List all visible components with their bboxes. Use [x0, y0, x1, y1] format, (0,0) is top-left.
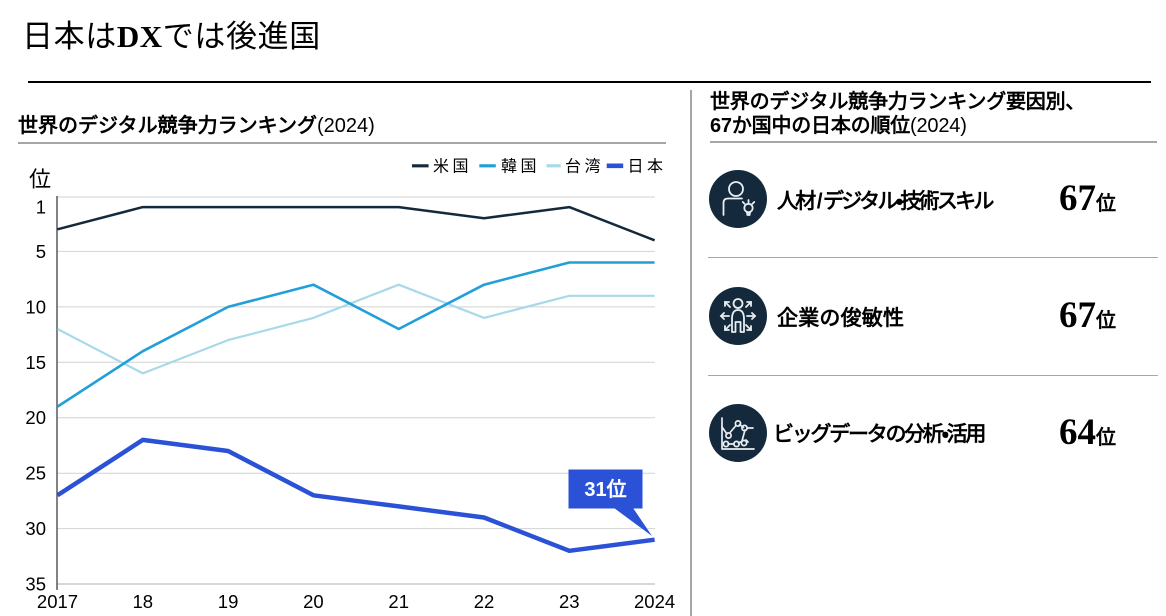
svg-text:22: 22 [474, 591, 495, 612]
svg-text:31位: 31位 [584, 477, 626, 501]
svg-text:5: 5 [36, 241, 46, 262]
svg-text:35: 35 [25, 574, 46, 595]
svg-text:米国: 米国 [433, 158, 472, 176]
svg-text:韓国: 韓国 [501, 158, 540, 176]
svg-text:日本: 日本 [628, 158, 667, 176]
svg-text:10: 10 [25, 296, 46, 317]
svg-text:21: 21 [388, 591, 409, 612]
svg-text:2017: 2017 [37, 591, 78, 612]
svg-text:25: 25 [25, 463, 46, 484]
svg-text:15: 15 [25, 352, 46, 373]
svg-text:18: 18 [133, 591, 154, 612]
svg-text:30: 30 [25, 518, 46, 539]
svg-text:19: 19 [218, 591, 239, 612]
svg-text:2024: 2024 [634, 591, 675, 612]
svg-text:1: 1 [36, 197, 46, 218]
svg-text:23: 23 [559, 591, 580, 612]
svg-text:台湾: 台湾 [565, 158, 604, 176]
svg-text:位: 位 [29, 167, 51, 192]
svg-text:20: 20 [25, 407, 46, 428]
svg-text:20: 20 [303, 591, 324, 612]
